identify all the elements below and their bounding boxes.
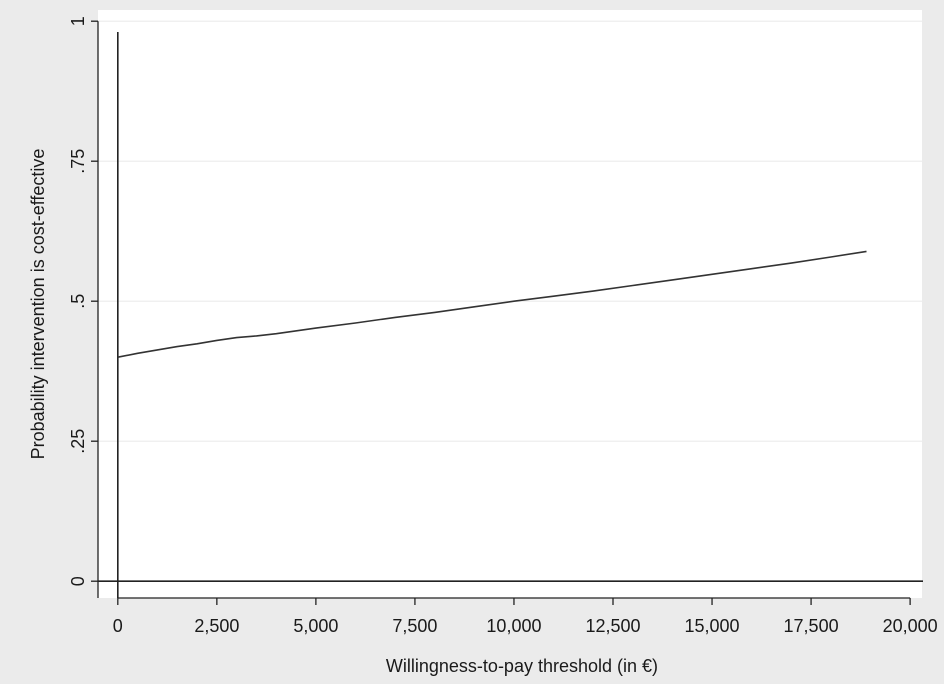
x-axis-label: Willingness-to-pay threshold (in €) [386,656,658,676]
data-point-0-2 [157,349,158,350]
data-point-0-9 [315,327,316,328]
x-tick-label-4: 10,000 [486,616,541,636]
data-point-0-12 [434,312,435,313]
data-point-0-20 [751,268,752,269]
series-line-0 [117,250,867,358]
data-point-0-14 [513,301,514,302]
x-tick-label-1: 2,500 [194,616,239,636]
data-point-0-10 [355,322,356,323]
x-tick-label-8: 20,000 [883,616,938,636]
data-point-0-15 [553,296,554,297]
y-tick-label-2: .5 [68,294,88,309]
x-tick-label-3: 7,500 [392,616,437,636]
y-axis-label: Probability intervention is cost-effecti… [28,149,48,460]
series-layer [117,250,867,358]
y-tick-label-3: .75 [68,149,88,174]
data-point-0-17 [632,285,633,286]
data-point-0-22 [830,256,831,257]
tick-labels: 0 .25 .5 .75 1 0 2,500 5,000 7,500 10,000 12,500 15… [68,16,938,636]
data-point-0-5 [216,340,217,341]
axes [91,20,911,605]
data-point-0-1 [137,353,138,354]
data-point-0-19 [711,274,712,275]
data-point-0-8 [276,333,277,334]
y-tick-label-4: 1 [68,16,88,26]
x-tick-label-7: 17,500 [784,616,839,636]
data-point-0-3 [177,346,178,347]
data-point-0-21 [791,263,792,264]
y-tick-label-0: 0 [68,576,88,586]
x-tick-label-6: 15,000 [685,616,740,636]
data-point-0-11 [395,317,396,318]
x-tick-label-0: 0 [113,616,123,636]
data-point-0-7 [256,335,257,336]
data-point-0-4 [196,343,197,344]
plot-area [98,10,922,598]
data-point-0-13 [474,306,475,307]
data-point-0-18 [672,279,673,280]
data-point-0-0 [117,357,118,358]
data-point-0-23 [866,251,867,252]
data-point-0-6 [236,337,237,338]
x-tick-label-5: 12,500 [585,616,640,636]
x-tick-label-2: 5,000 [293,616,338,636]
reference-lines [98,32,923,598]
y-tick-label-1: .25 [68,429,88,454]
data-point-0-16 [593,291,594,292]
